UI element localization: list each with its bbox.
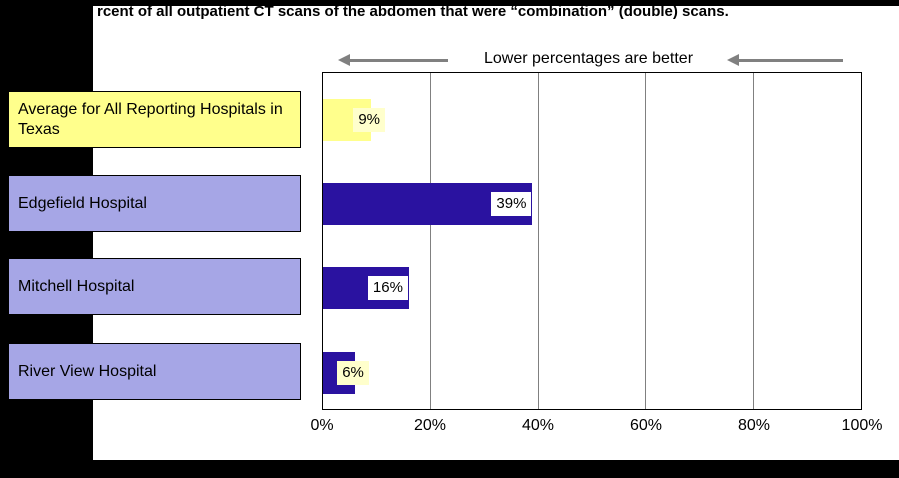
arrow-head <box>338 54 350 66</box>
category-label-box: River View Hospital <box>8 343 301 400</box>
bar-value-label: 16% <box>367 276 408 300</box>
arrow-shaft <box>739 59 843 62</box>
category-label-box: Edgefield Hospital <box>8 175 301 232</box>
category-label: Average for All Reporting Hospitals in T… <box>18 100 283 138</box>
arrow-head <box>727 54 739 66</box>
x-axis-tick-label: 80% <box>737 417 771 434</box>
category-label: Mitchell Hospital <box>18 277 135 295</box>
chart-title: rcent of all outpatient CT scans of the … <box>97 3 729 20</box>
category-label-box: Mitchell Hospital <box>8 258 301 315</box>
gridline <box>752 73 754 409</box>
gridline <box>430 73 432 409</box>
category-label: Edgefield Hospital <box>18 194 147 212</box>
plot-area: 9% 39% 16% 6% <box>322 72 862 410</box>
annotation-note: Lower percentages are better <box>484 50 694 67</box>
x-axis-tick-label: 60% <box>629 417 663 434</box>
x-axis: 0% 20% 40% 60% 80% 100% <box>310 417 882 443</box>
bar-value-label: 39% <box>491 192 532 216</box>
gridline <box>645 73 647 409</box>
category-label-box: Average for All Reporting Hospitals in T… <box>8 91 301 148</box>
x-axis-tick-label: 100% <box>841 417 883 434</box>
bar-value-label: 6% <box>337 361 369 385</box>
x-axis-tick-label: 20% <box>413 417 447 434</box>
category-label: River View Hospital <box>18 362 157 380</box>
x-axis-tick-label: 40% <box>521 417 555 434</box>
gridline <box>537 73 539 409</box>
bar-value-label: 9% <box>353 108 386 132</box>
arrow-shaft <box>350 59 448 62</box>
x-axis-tick-label: 0% <box>310 417 334 434</box>
